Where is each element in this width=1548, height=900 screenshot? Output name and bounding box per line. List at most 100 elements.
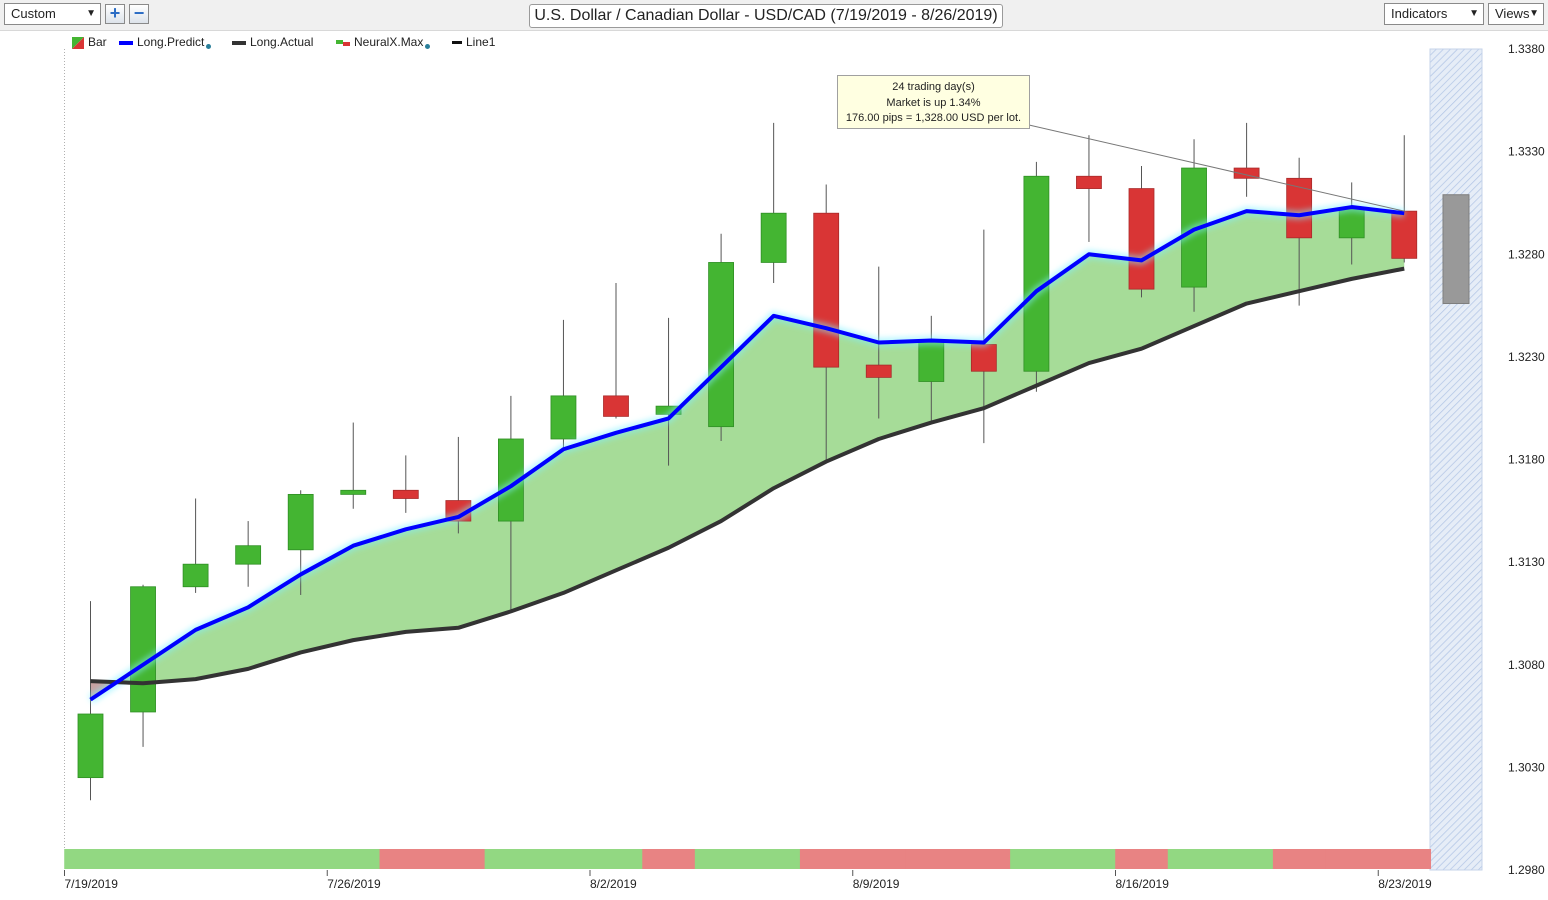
candle-body [1338, 208, 1365, 239]
settings-dot-icon[interactable] [206, 44, 212, 49]
legend-item-bar[interactable]: Bar [72, 34, 107, 50]
projection-bar [1442, 194, 1470, 305]
settings-dot-icon[interactable] [425, 44, 431, 49]
strip-segment [1062, 849, 1116, 869]
candle-body [1076, 175, 1102, 189]
candle-body [1023, 175, 1050, 372]
strip-segment [116, 849, 170, 869]
strip-segment [1010, 849, 1064, 869]
candle-body [287, 493, 314, 551]
strip-segment [484, 849, 538, 869]
strip-segment [326, 849, 381, 869]
forecast-band [90, 207, 1405, 700]
candle-body [130, 586, 156, 713]
x-tick-label: 8/16/2019 [1116, 877, 1170, 891]
candle-body [603, 395, 629, 417]
strip-segment [957, 849, 1011, 869]
strip-segment [379, 849, 433, 869]
candle-body [760, 212, 787, 263]
tooltip-line: Market is up 1.34% [886, 96, 981, 109]
y-tick-label: 1.2980 [1508, 863, 1545, 877]
toolbar: Custom ▼ + − U.S. Dollar / Canadian Doll… [0, 0, 1548, 31]
chevron-down-icon: ▼ [1469, 8, 1479, 19]
strip-segment [1167, 849, 1221, 869]
tooltip-line: 24 trading day(s) [892, 81, 975, 93]
future-region [1429, 48, 1483, 871]
long-actual-line [90, 266, 1405, 686]
candle-body [550, 395, 577, 440]
strip-segment [1272, 849, 1326, 869]
line1-trendline [1028, 124, 1405, 212]
zoom-in-button[interactable]: + [105, 4, 125, 24]
legend-label: Long.Actual [250, 35, 314, 49]
strip-segment [1377, 849, 1432, 869]
indicators-dropdown[interactable]: Indicators ▼ [1384, 3, 1484, 25]
legend-label: NeuralX.Max [354, 35, 424, 49]
strip-segment [1325, 849, 1379, 869]
candle-body [235, 545, 262, 565]
candle-body [970, 344, 997, 372]
candle-body [1233, 167, 1260, 179]
strip-segment [642, 849, 696, 869]
tooltip-line: 176.00 pips = 1,328.00 USD per lot. [845, 112, 1022, 124]
strip-segment [905, 849, 959, 869]
legend-label: Bar [88, 35, 107, 49]
strip-segment [537, 849, 591, 869]
candle-body [865, 364, 892, 378]
legend-item-long-actual[interactable]: Long.Actual [232, 34, 313, 50]
x-tick-label: 7/26/2019 [327, 877, 381, 891]
line-swatch-icon [119, 40, 133, 45]
zoom-out-button[interactable]: − [129, 4, 149, 24]
x-tick-label: 8/2/2019 [590, 877, 637, 891]
strip-segment [799, 849, 853, 869]
views-label: Views [1495, 6, 1530, 21]
candle-body [1286, 177, 1313, 239]
strip-segment [169, 849, 223, 869]
candle-body [340, 489, 367, 495]
strip-segment [852, 849, 906, 869]
y-tick-label: 1.3080 [1508, 658, 1545, 672]
line-swatch-icon [232, 40, 246, 45]
y-tick-label: 1.3180 [1508, 453, 1545, 467]
legend-label: Long.Predict [137, 35, 205, 49]
x-tick-label: 8/9/2019 [853, 877, 900, 891]
strip-segment [1115, 849, 1169, 869]
x-tick-label: 8/23/2019 [1378, 877, 1432, 891]
views-dropdown[interactable]: Views ▼ [1488, 3, 1544, 25]
neuralx-icon [336, 39, 350, 46]
chevron-down-icon: ▼ [1529, 8, 1539, 19]
candle-body [708, 262, 734, 428]
strip-segment [589, 849, 643, 869]
legend-item-line1[interactable]: Line1 [452, 34, 495, 50]
y-tick-label: 1.3380 [1508, 42, 1545, 56]
strip-segment [432, 849, 486, 869]
legend-item-long-predict[interactable]: Long.Predict [119, 34, 212, 50]
legend-item-neuralx-max[interactable]: NeuralX.Max [336, 34, 431, 50]
indicators-label: Indicators [1391, 6, 1448, 21]
strip-segment [221, 849, 275, 869]
tooltip: 24 trading day(s) Market is up 1.34% 176… [837, 75, 1030, 129]
candle-body [1128, 188, 1155, 290]
candle-body [1391, 210, 1418, 259]
range-select-value: Custom [11, 6, 56, 21]
candle-body [918, 342, 945, 382]
strip-segment [274, 849, 328, 869]
strip-segment [747, 849, 801, 869]
chart-title: U.S. Dollar / Canadian Dollar - USD/CAD … [529, 4, 1003, 28]
bar-icon [72, 36, 84, 49]
long-predict-line [89, 205, 1405, 702]
y-tick-label: 1.3330 [1508, 145, 1545, 159]
strip-segment [694, 849, 748, 869]
y-tick-label: 1.3130 [1508, 555, 1545, 569]
x-tick-label: 7/19/2019 [65, 877, 119, 891]
range-select[interactable]: Custom ▼ [4, 3, 101, 25]
candle-body [392, 489, 419, 499]
chevron-down-icon: ▼ [86, 8, 96, 19]
legend-label: Line1 [466, 35, 496, 49]
candle-body [77, 713, 104, 779]
candle-body [813, 212, 840, 368]
y-tick-label: 1.3280 [1508, 247, 1545, 261]
y-tick-label: 1.3230 [1508, 350, 1545, 364]
candle-body [182, 563, 209, 588]
